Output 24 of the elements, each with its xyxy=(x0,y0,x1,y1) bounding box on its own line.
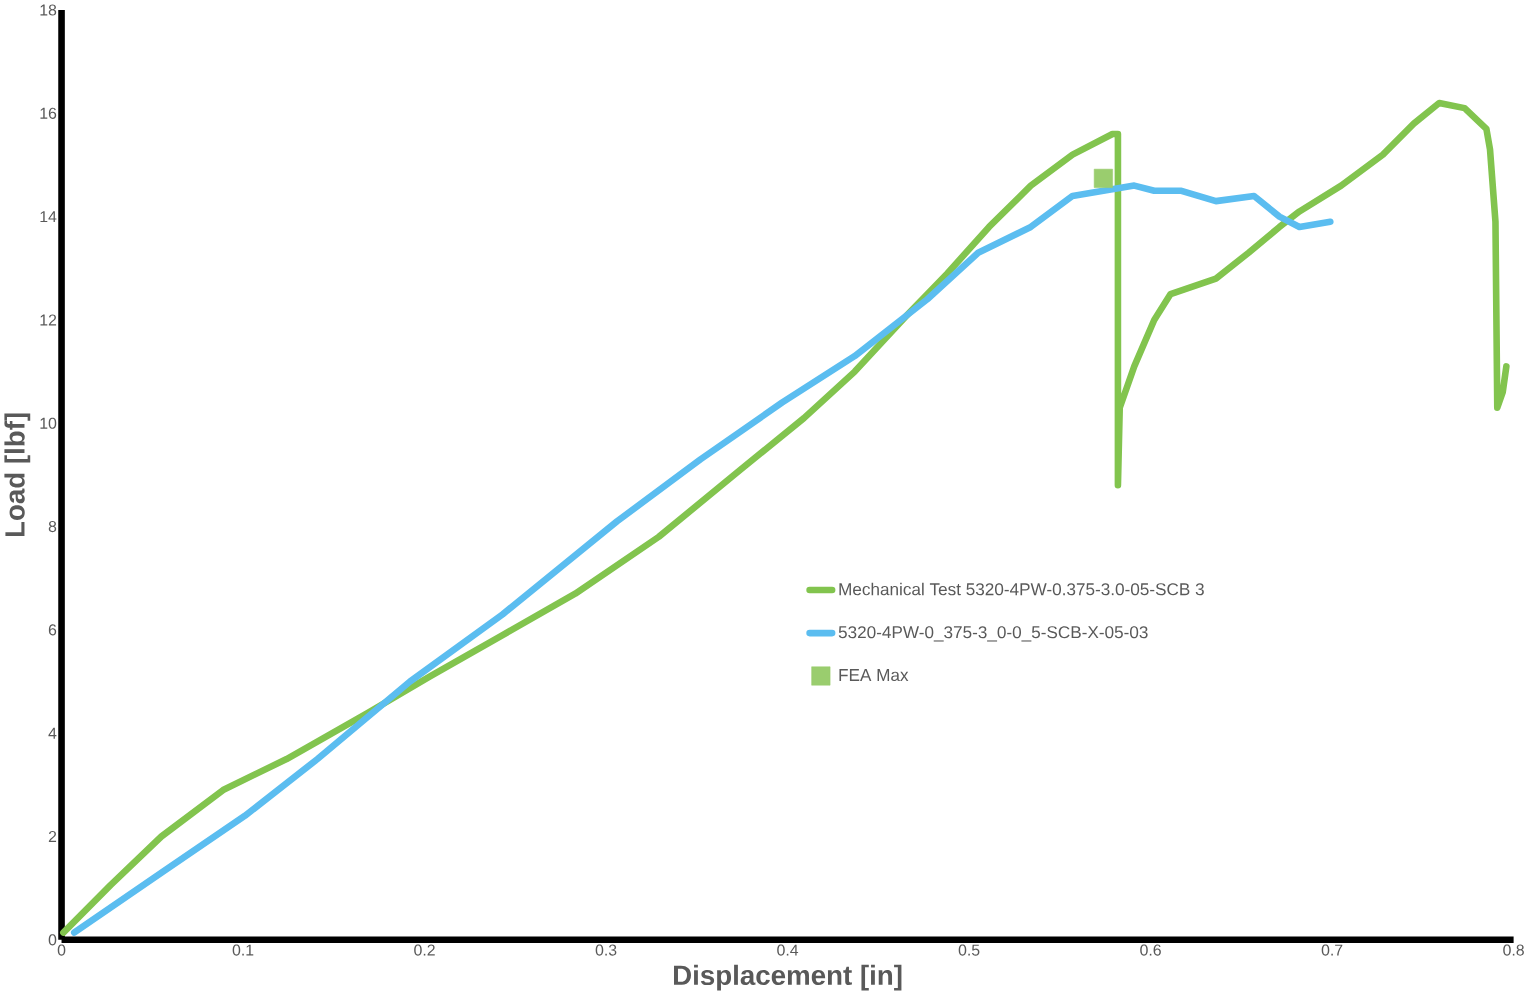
y-tick-label: 12 xyxy=(40,314,57,326)
x-axis-title: Displacement [in] xyxy=(674,964,902,991)
x-tick-label: 0.3 xyxy=(595,944,617,956)
y-tick-label: 10 xyxy=(40,417,57,429)
x-tick-label: 0.5 xyxy=(958,944,980,956)
x-tick-label: 0.7 xyxy=(1321,944,1343,956)
x-tick-label: 0 xyxy=(57,944,66,956)
legend-label: 5320-4PW-0_375-3_0-0_5-SCB-X-05-03 xyxy=(838,626,1148,642)
y-tick-label: 6 xyxy=(48,624,57,636)
legend-label: FEA Max xyxy=(839,669,909,682)
y-axis-title: Load [lbf] xyxy=(4,413,31,537)
legend-label: Mechanical Test 5320-4PW-0.375-3.0-05-SCB 3 xyxy=(839,582,1204,596)
y-tick-label: 8 xyxy=(48,520,57,533)
y-tick-label: 14 xyxy=(40,211,57,223)
y-tick-label: 16 xyxy=(40,107,57,119)
x-tick-label: 0.6 xyxy=(1140,944,1161,956)
y-tick-label: 0 xyxy=(48,934,57,946)
x-tick-label: 0.8 xyxy=(1503,944,1524,956)
x-tick-label: 0.1 xyxy=(232,944,254,956)
x-tick-label: 0.4 xyxy=(777,944,799,956)
y-tick-label: 4 xyxy=(48,727,57,739)
y-tick-label: 18 xyxy=(40,4,57,16)
x-tick-label: 0.2 xyxy=(414,944,435,956)
y-tick-label: 2 xyxy=(48,831,57,843)
